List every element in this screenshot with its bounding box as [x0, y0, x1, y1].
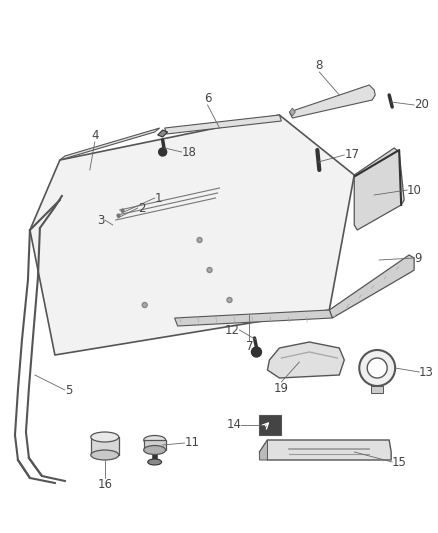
Text: 6: 6 [204, 92, 211, 105]
FancyBboxPatch shape [259, 415, 281, 435]
Text: 16: 16 [97, 478, 112, 491]
Polygon shape [60, 128, 160, 160]
Text: 17: 17 [344, 149, 359, 161]
Polygon shape [290, 85, 375, 118]
Circle shape [359, 350, 395, 386]
Circle shape [197, 238, 202, 243]
Text: 7: 7 [246, 340, 253, 353]
Polygon shape [259, 440, 268, 460]
Polygon shape [354, 148, 404, 230]
Circle shape [251, 347, 261, 357]
Polygon shape [259, 440, 391, 460]
Polygon shape [371, 386, 383, 393]
Ellipse shape [91, 450, 119, 460]
FancyBboxPatch shape [144, 440, 166, 450]
Ellipse shape [91, 432, 119, 442]
Circle shape [207, 268, 212, 272]
Text: 19: 19 [274, 382, 289, 395]
Text: 15: 15 [392, 456, 407, 469]
Circle shape [367, 358, 387, 378]
Text: 18: 18 [182, 146, 197, 158]
Polygon shape [158, 130, 168, 137]
Polygon shape [30, 115, 354, 355]
Text: 10: 10 [407, 183, 422, 197]
Circle shape [227, 297, 232, 303]
Circle shape [159, 148, 166, 156]
Text: 13: 13 [419, 366, 434, 378]
Text: 1: 1 [155, 191, 162, 205]
Polygon shape [175, 310, 332, 326]
Ellipse shape [144, 435, 166, 445]
Text: 9: 9 [414, 252, 422, 264]
Circle shape [142, 303, 147, 308]
Text: 11: 11 [184, 437, 200, 449]
Polygon shape [165, 115, 281, 134]
Text: 4: 4 [91, 129, 99, 142]
Text: 8: 8 [316, 59, 323, 72]
Ellipse shape [144, 446, 166, 455]
Polygon shape [268, 342, 344, 378]
Text: 20: 20 [414, 99, 429, 111]
Text: 2: 2 [138, 201, 145, 214]
Text: 14: 14 [226, 418, 241, 432]
Polygon shape [290, 108, 295, 116]
Text: 3: 3 [97, 214, 105, 227]
Ellipse shape [148, 459, 162, 465]
Text: 5: 5 [65, 384, 72, 397]
Text: 12: 12 [225, 324, 240, 336]
FancyBboxPatch shape [91, 437, 119, 455]
Polygon shape [329, 255, 414, 318]
